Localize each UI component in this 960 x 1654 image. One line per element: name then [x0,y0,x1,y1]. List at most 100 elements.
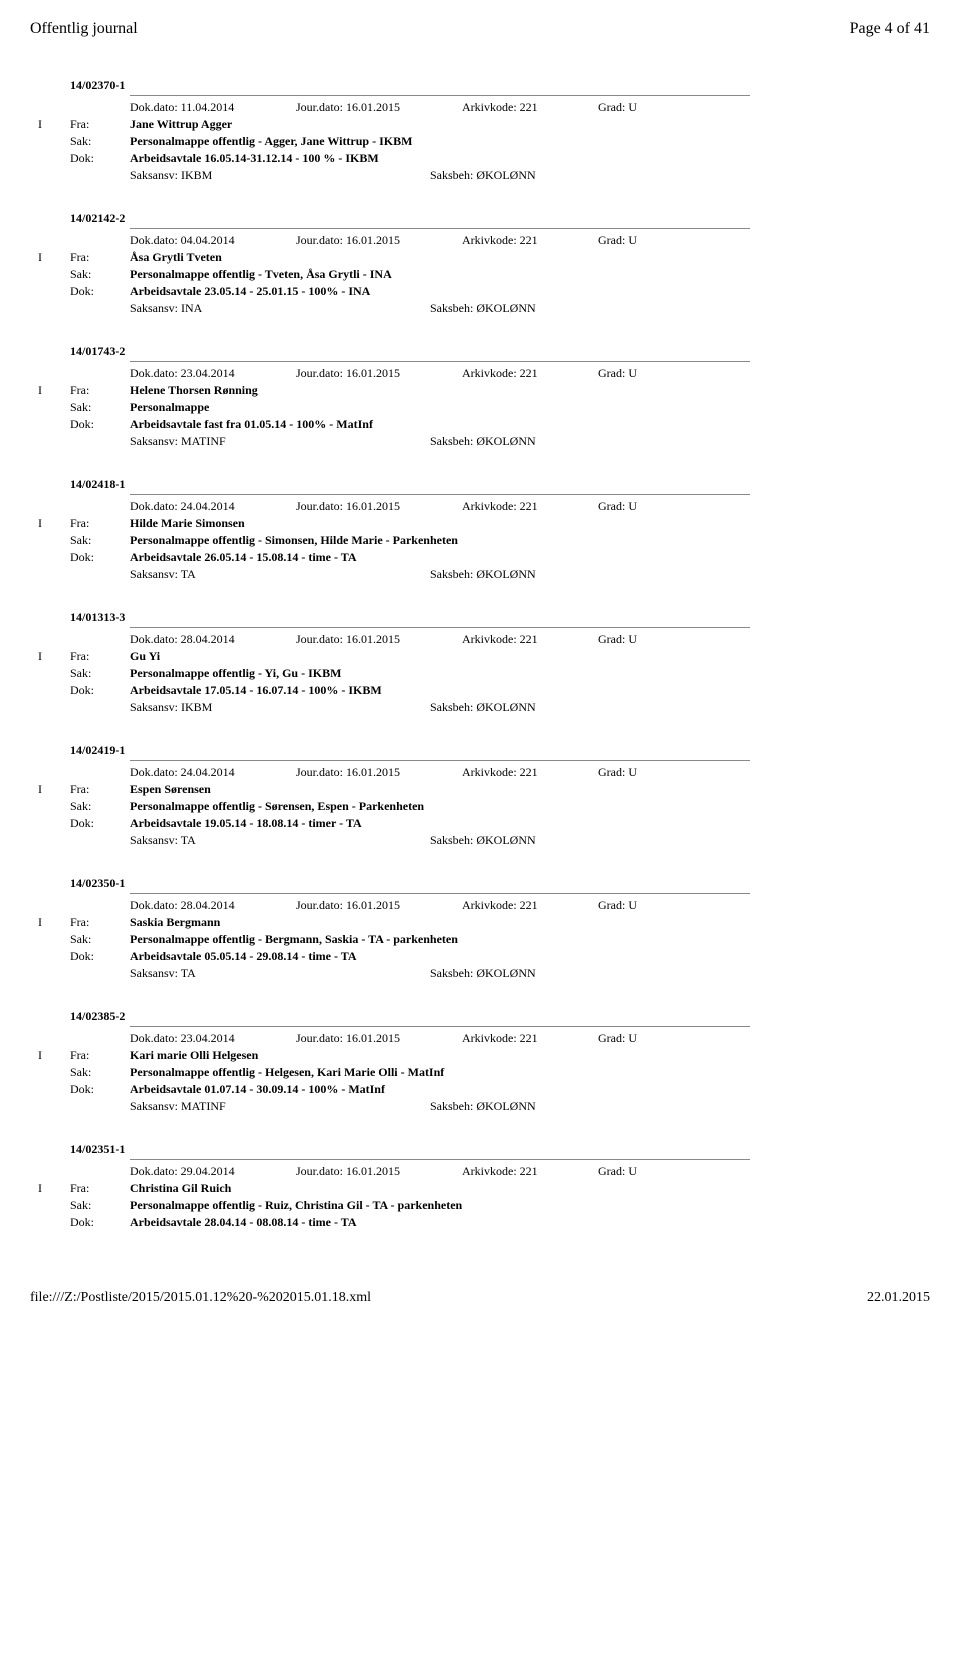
arkivkode: Arkivkode: 221 [462,1031,582,1046]
dok-value: Arbeidsavtale 19.05.14 - 18.08.14 - time… [130,816,930,831]
arkivkode: Arkivkode: 221 [462,1164,582,1179]
entry-divider [130,361,750,362]
sak-value: Personalmappe offentlig - Sørensen, Espe… [130,799,930,814]
dok-value: Arbeidsavtale 26.05.14 - 15.08.14 - time… [130,550,930,565]
arkivkode: Arkivkode: 221 [462,632,582,647]
grad: Grad: U [598,233,637,248]
footer-right: 22.01.2015 [867,1290,930,1306]
sak-label: Sak: [70,1065,130,1080]
fra-label: Fra: [70,516,130,531]
saksansv: Saksansv: TA [130,567,430,582]
dok-value: Arbeidsavtale 23.05.14 - 25.01.15 - 100%… [130,284,930,299]
journal-entry: 14/02419-1 Dok.dato: 24.04.2014 Jour.dat… [30,743,930,848]
sak-value: Personalmappe offentlig - Agger, Jane Wi… [130,134,930,149]
grad: Grad: U [598,499,637,514]
journal-entry: 14/02370-1 Dok.dato: 11.04.2014 Jour.dat… [30,78,930,183]
sak-label: Sak: [70,533,130,548]
fra-value: Gu Yi [130,649,930,664]
sak-label: Sak: [70,932,130,947]
sak-value: Personalmappe [130,400,930,415]
dok-dato: Dok.dato: 24.04.2014 [130,499,280,514]
entry-divider [130,494,750,495]
entry-divider [130,1159,750,1160]
iu-indicator: I [30,250,70,265]
entry-divider [130,893,750,894]
fra-value: Hilde Marie Simonsen [130,516,930,531]
fra-value: Helene Thorsen Rønning [130,383,930,398]
fra-label: Fra: [70,250,130,265]
entry-id: 14/01743-2 [70,344,930,359]
fra-label: Fra: [70,782,130,797]
entry-id: 14/02370-1 [70,78,930,93]
dok-label: Dok: [70,816,130,831]
entry-divider [130,228,750,229]
grad: Grad: U [598,100,637,115]
entry-divider [130,760,750,761]
header-left: Offentlig journal [30,20,138,38]
sak-label: Sak: [70,1198,130,1213]
saksansv: Saksansv: TA [130,833,430,848]
sak-label: Sak: [70,267,130,282]
jour-dato: Jour.dato: 16.01.2015 [296,765,446,780]
jour-dato: Jour.dato: 16.01.2015 [296,366,446,381]
fra-label: Fra: [70,383,130,398]
dok-dato: Dok.dato: 28.04.2014 [130,898,280,913]
arkivkode: Arkivkode: 221 [462,366,582,381]
entry-divider [130,95,750,96]
fra-value: Kari marie Olli Helgesen [130,1048,930,1063]
dok-dato: Dok.dato: 24.04.2014 [130,765,280,780]
iu-indicator: I [30,383,70,398]
entry-divider [130,1026,750,1027]
sak-label: Sak: [70,134,130,149]
sak-label: Sak: [70,400,130,415]
iu-indicator: I [30,915,70,930]
journal-entry: 14/01743-2 Dok.dato: 23.04.2014 Jour.dat… [30,344,930,449]
saksbeh: Saksbeh: ØKOLØNN [430,966,536,981]
dok-label: Dok: [70,1215,130,1230]
entry-id: 14/02419-1 [70,743,930,758]
iu-indicator: I [30,516,70,531]
saksansv: Saksansv: MATINF [130,1099,430,1114]
grad: Grad: U [598,632,637,647]
dok-value: Arbeidsavtale 05.05.14 - 29.08.14 - time… [130,949,930,964]
entry-divider [130,627,750,628]
iu-indicator: I [30,117,70,132]
dok-value: Arbeidsavtale 01.07.14 - 30.09.14 - 100%… [130,1082,930,1097]
saksbeh: Saksbeh: ØKOLØNN [430,700,536,715]
sak-value: Personalmappe offentlig - Ruiz, Christin… [130,1198,930,1213]
header-right: Page 4 of 41 [850,20,930,38]
saksansv: Saksansv: IKBM [130,168,430,183]
dok-label: Dok: [70,550,130,565]
fra-value: Åsa Grytli Tveten [130,250,930,265]
journal-entry: 14/02142-2 Dok.dato: 04.04.2014 Jour.dat… [30,211,930,316]
dok-value: Arbeidsavtale 17.05.14 - 16.07.14 - 100%… [130,683,930,698]
fra-label: Fra: [70,117,130,132]
dok-label: Dok: [70,1082,130,1097]
entry-id: 14/02350-1 [70,876,930,891]
dok-value: Arbeidsavtale 28.04.14 - 08.08.14 - time… [130,1215,930,1230]
saksbeh: Saksbeh: ØKOLØNN [430,1099,536,1114]
jour-dato: Jour.dato: 16.01.2015 [296,233,446,248]
saksansv: Saksansv: INA [130,301,430,316]
iu-indicator: I [30,782,70,797]
journal-entry: 14/02350-1 Dok.dato: 28.04.2014 Jour.dat… [30,876,930,981]
saksansv: Saksansv: MATINF [130,434,430,449]
arkivkode: Arkivkode: 221 [462,100,582,115]
saksbeh: Saksbeh: ØKOLØNN [430,168,536,183]
journal-entry: 14/02418-1 Dok.dato: 24.04.2014 Jour.dat… [30,477,930,582]
saksbeh: Saksbeh: ØKOLØNN [430,301,536,316]
saksbeh: Saksbeh: ØKOLØNN [430,833,536,848]
fra-label: Fra: [70,649,130,664]
saksansv: Saksansv: TA [130,966,430,981]
sak-label: Sak: [70,799,130,814]
entry-id: 14/02351-1 [70,1142,930,1157]
dok-label: Dok: [70,417,130,432]
arkivkode: Arkivkode: 221 [462,898,582,913]
journal-entry: 14/02385-2 Dok.dato: 23.04.2014 Jour.dat… [30,1009,930,1114]
sak-value: Personalmappe offentlig - Simonsen, Hild… [130,533,930,548]
journal-entry: 14/02351-1 Dok.dato: 29.04.2014 Jour.dat… [30,1142,930,1230]
saksansv: Saksansv: IKBM [130,700,430,715]
jour-dato: Jour.dato: 16.01.2015 [296,898,446,913]
grad: Grad: U [598,1031,637,1046]
fra-label: Fra: [70,1048,130,1063]
